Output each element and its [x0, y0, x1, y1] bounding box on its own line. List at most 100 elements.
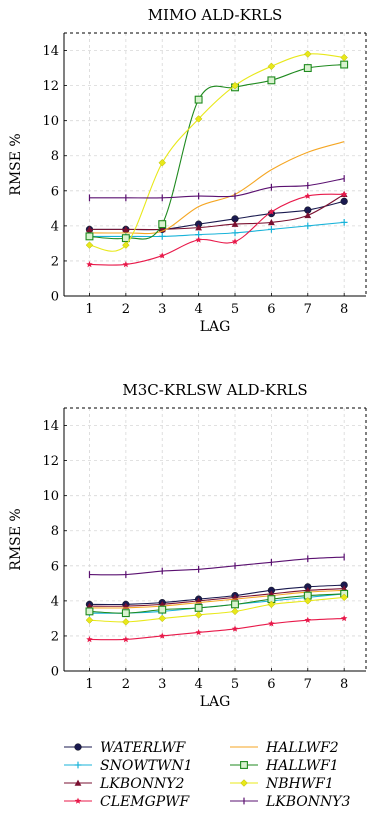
- data-point-clemgpwf: [159, 632, 166, 639]
- data-point-clemgpwf: [159, 252, 166, 259]
- chart-title: MIMO ALD-KRLS: [148, 6, 283, 24]
- x-tick-label: 8: [340, 302, 348, 317]
- x-tick-label: 4: [194, 677, 202, 692]
- data-point-nbhwf1: [158, 614, 166, 623]
- data-point-clemgpwf: [122, 636, 130, 643]
- legend-marker-icon: [74, 779, 82, 786]
- data-point-clemgpwf: [122, 261, 130, 268]
- data-point-nbhwf1: [158, 158, 166, 167]
- data-point-lkbonny2: [122, 225, 130, 233]
- legend-label: NBHWF1: [265, 776, 334, 792]
- legend-label: HALLWF1: [265, 758, 339, 774]
- y-tick-label: 8: [51, 524, 59, 539]
- y-tick-label: 4: [51, 594, 59, 609]
- legend-item-lkbonny2: LKBONNY2: [64, 776, 185, 792]
- data-point-clemgpwf: [304, 616, 312, 623]
- y-tick-label: 10: [42, 489, 59, 504]
- x-tick-label: 6: [267, 302, 275, 317]
- legend-item-clemgpwf: CLEMGPWF: [64, 794, 191, 810]
- x-tick-label: 1: [85, 302, 93, 317]
- data-point-hallwf1: [194, 603, 203, 612]
- data-point-nbhwf1: [340, 53, 348, 62]
- x-tick-label: 4: [194, 302, 202, 317]
- y-tick-label: 10: [42, 114, 59, 129]
- legend-marker-icon: [74, 743, 82, 751]
- data-point-nbhwf1: [85, 241, 94, 249]
- x-tick-label: 5: [231, 677, 239, 692]
- legend-label: CLEMGPWF: [100, 794, 191, 810]
- series-line-lkbonny2: [89, 588, 345, 607]
- data-point-clemgpwf: [268, 208, 275, 215]
- legend: WATERLWF HALLWF2 SNOWTWN1 HALLWF1 LKBONNY2 NB…: [64, 740, 351, 810]
- legend-item-hallwf2: HALLWF2: [230, 740, 339, 756]
- series-line-hallwf1: [89, 64, 345, 240]
- legend-label: SNOWTWN1: [100, 758, 193, 774]
- data-point-snowtwn1: [304, 222, 312, 230]
- data-point-clemgpwf: [231, 238, 239, 245]
- legend-item-waterlwf: WATERLWF: [64, 740, 187, 756]
- data-point-nbhwf1: [304, 50, 312, 58]
- y-tick-label: 8: [51, 149, 59, 164]
- y-tick-label: 12: [42, 454, 59, 469]
- data-point-hallwf1: [85, 232, 94, 241]
- data-point-clemgpwf: [340, 190, 348, 198]
- data-point-nbhwf1: [304, 597, 312, 605]
- legend-item-lkbonny3: LKBONNY3: [230, 794, 351, 810]
- series-line-lkbonny2: [89, 193, 345, 231]
- data-point-hallwf1: [158, 605, 167, 614]
- data-point-snowtwn1: [340, 218, 348, 226]
- y-axis-label: RMSE %: [8, 508, 24, 570]
- data-point-hallwf1: [340, 60, 349, 69]
- x-tick-label: 7: [304, 302, 312, 317]
- legend-item-nbhwf1: NBHWF1: [230, 776, 334, 792]
- x-tick-label: 3: [158, 677, 166, 692]
- series-line-clemgpwf: [89, 193, 345, 266]
- series-line-lkbonny3: [89, 556, 345, 576]
- data-point-hallwf1: [231, 600, 239, 609]
- legend-label: LKBONNY2: [99, 776, 185, 792]
- legend-item-hallwf1: HALLWF1: [230, 758, 339, 774]
- data-point-clemgpwf: [86, 261, 93, 268]
- data-point-hallwf1: [303, 64, 312, 73]
- data-point-lkbonny2: [340, 585, 348, 592]
- series-line-hallwf2: [89, 141, 345, 235]
- y-tick-label: 2: [51, 629, 59, 644]
- data-point-hallwf1: [267, 76, 276, 85]
- x-tick-label: 8: [340, 677, 348, 692]
- y-tick-label: 14: [42, 44, 59, 59]
- data-point-nbhwf1: [267, 600, 276, 609]
- y-tick-label: 0: [51, 665, 59, 680]
- data-point-clemgpwf: [340, 615, 348, 622]
- data-point-nbhwf1: [340, 593, 348, 602]
- data-point-nbhwf1: [85, 616, 94, 624]
- x-tick-label: 7: [304, 677, 312, 692]
- y-tick-label: 6: [51, 559, 59, 574]
- data-point-waterlwf: [340, 197, 348, 205]
- legend-item-snowtwn1: SNOWTWN1: [64, 758, 193, 774]
- legend-label: HALLWF2: [265, 740, 339, 756]
- data-point-nbhwf1: [231, 81, 239, 90]
- data-point-hallwf1: [121, 234, 130, 243]
- data-point-clemgpwf: [231, 625, 239, 632]
- data-point-hallwf1: [194, 95, 203, 104]
- data-point-nbhwf1: [194, 115, 203, 123]
- data-point-nbhwf1: [122, 241, 130, 249]
- legend-marker-icon: [74, 761, 82, 769]
- x-axis-label: LAG: [200, 694, 231, 710]
- x-tick-label: 6: [267, 677, 275, 692]
- x-tick-label: 1: [85, 677, 93, 692]
- y-tick-label: 14: [42, 419, 59, 434]
- data-point-clemgpwf: [195, 236, 202, 243]
- data-point-nbhwf1: [231, 607, 239, 616]
- chart-title: M3C-KRLSW ALD-KRLS: [122, 381, 307, 399]
- data-point-lkbonny2: [267, 218, 275, 226]
- series-line-lkbonny3: [89, 177, 345, 199]
- series-line-clemgpwf: [89, 617, 345, 641]
- legend-label: LKBONNY3: [265, 794, 351, 810]
- data-point-clemgpwf: [86, 636, 93, 643]
- x-tick-label: 2: [122, 677, 130, 692]
- x-axis-label: LAG: [200, 319, 231, 335]
- data-point-nbhwf1: [122, 618, 130, 626]
